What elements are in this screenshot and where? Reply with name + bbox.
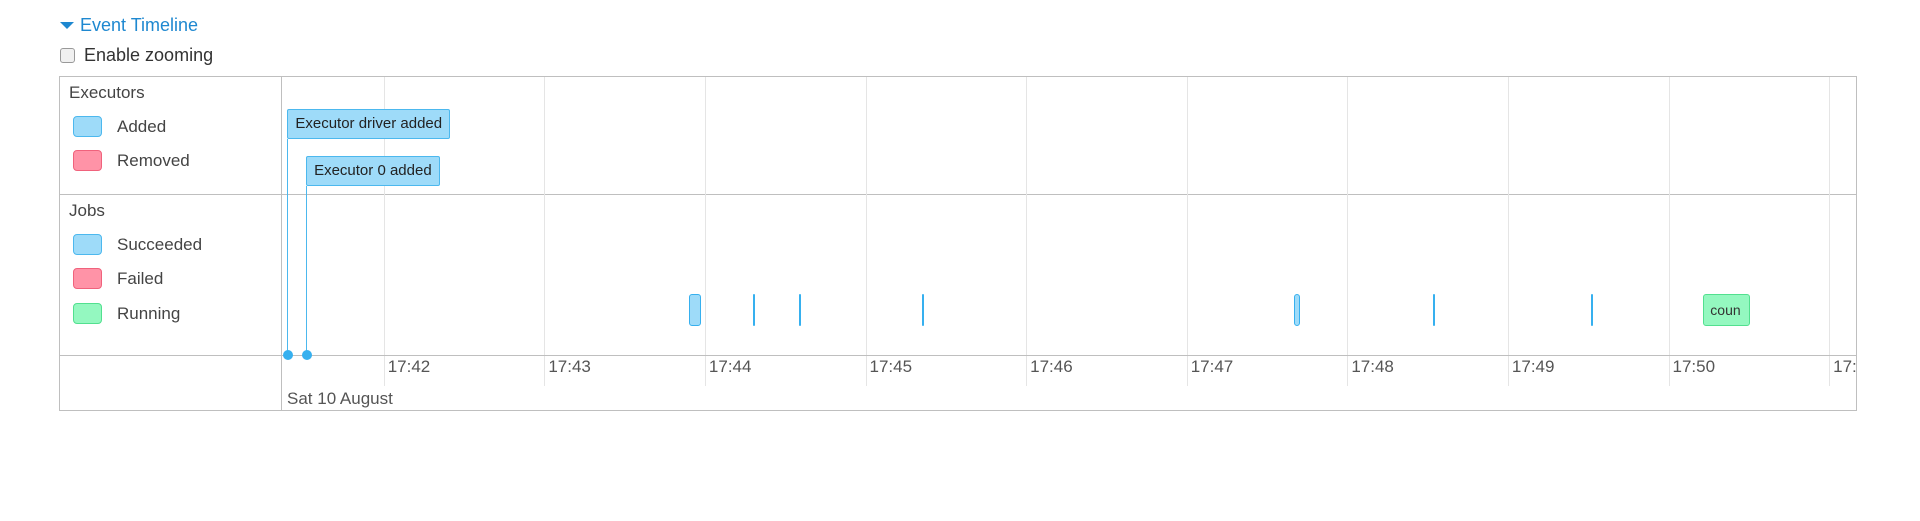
tick-label: 17:44 [708, 357, 752, 376]
axis-divider [60, 355, 1856, 356]
legend-label: Added [117, 116, 167, 136]
tick-mark [1186, 356, 1188, 386]
tick-mark [1347, 356, 1349, 386]
legend-swatch-blue [73, 234, 102, 255]
tick-mark [1026, 356, 1028, 386]
tick-mark [1829, 356, 1831, 386]
executor-event-dot[interactable] [302, 350, 313, 360]
group-divider [60, 194, 1856, 195]
legend-divider [281, 77, 282, 410]
enable-zooming-checkbox[interactable] [60, 48, 75, 63]
legend-swatch-blue [73, 116, 102, 137]
legend-failed: Failed [73, 268, 163, 289]
gridline [1829, 77, 1831, 355]
legend-succeeded: Succeeded [73, 234, 202, 255]
legend-label: Failed [117, 268, 164, 288]
legend-removed: Removed [73, 150, 190, 171]
tick-label: 17:48 [1351, 357, 1394, 376]
legend-running: Running [73, 303, 180, 324]
job-bar-succeeded[interactable] [798, 294, 801, 326]
gridline [865, 77, 867, 355]
tick-label: 17:46 [1030, 357, 1073, 376]
timeline[interactable]: Executors Added Removed Jobs Succeeded F… [59, 76, 1857, 411]
legend-swatch-green [73, 303, 102, 324]
tick-mark [865, 356, 867, 386]
event-timeline-toggle[interactable]: Event Timeline [60, 15, 198, 36]
tick-label: 17:45 [869, 357, 913, 376]
executor-event-dot[interactable] [283, 350, 294, 360]
legend-label: Running [117, 303, 181, 323]
job-bar-succeeded[interactable] [753, 294, 756, 326]
tick-label: 17:47 [1190, 357, 1234, 376]
tick-mark [544, 356, 546, 386]
group-label-executors: Executors [69, 83, 145, 102]
group-label-jobs: Jobs [69, 201, 105, 220]
gridline [1668, 77, 1670, 355]
tick-label: 17:43 [548, 357, 591, 376]
tick-label: 17:50 [1672, 357, 1716, 376]
job-bar-succeeded[interactable] [688, 294, 701, 326]
tick-mark [1507, 356, 1509, 386]
tick-label: 17:42 [387, 357, 431, 376]
legend-swatch-red [73, 150, 102, 171]
job-bar-succeeded[interactable] [921, 294, 924, 326]
legend-swatch-red [73, 268, 102, 289]
event-timeline-title: Event Timeline [80, 15, 199, 35]
job-bar-succeeded[interactable] [1590, 294, 1593, 326]
caret-down-icon [60, 22, 74, 29]
tick-label: 17:49 [1511, 357, 1555, 376]
tick-mark [383, 356, 385, 386]
tick-mark [1668, 356, 1670, 386]
job-bar-succeeded[interactable] [1293, 294, 1301, 326]
executor-event-added[interactable]: Executor driver added [287, 109, 451, 139]
job-bar-running[interactable]: coun [1703, 294, 1750, 326]
tick-label: 17:51 [1833, 357, 1856, 376]
enable-zooming-option[interactable]: Enable zooming [60, 45, 213, 66]
enable-zooming-label: Enable zooming [84, 45, 214, 65]
timeline-plot[interactable]: 17:42 17:43 17:44 17:45 17:46 17:47 17:48 17:49… [282, 77, 1856, 410]
legend-added: Added [73, 116, 166, 137]
executor-event-line [287, 139, 289, 355]
gridline [1507, 77, 1509, 355]
executor-event-added[interactable]: Executor 0 added [306, 156, 440, 186]
gridline [1347, 77, 1349, 355]
executor-event-line [306, 186, 308, 355]
job-bar-succeeded[interactable] [1432, 294, 1435, 326]
gridline [1186, 77, 1188, 355]
gridline [1026, 77, 1028, 355]
legend-label: Removed [117, 150, 190, 170]
tick-mark [704, 356, 706, 386]
gridline [383, 77, 385, 355]
date-label: Sat 10 August [287, 389, 393, 408]
gridline [704, 77, 706, 355]
legend-label: Succeeded [117, 234, 203, 254]
gridline [544, 77, 546, 355]
